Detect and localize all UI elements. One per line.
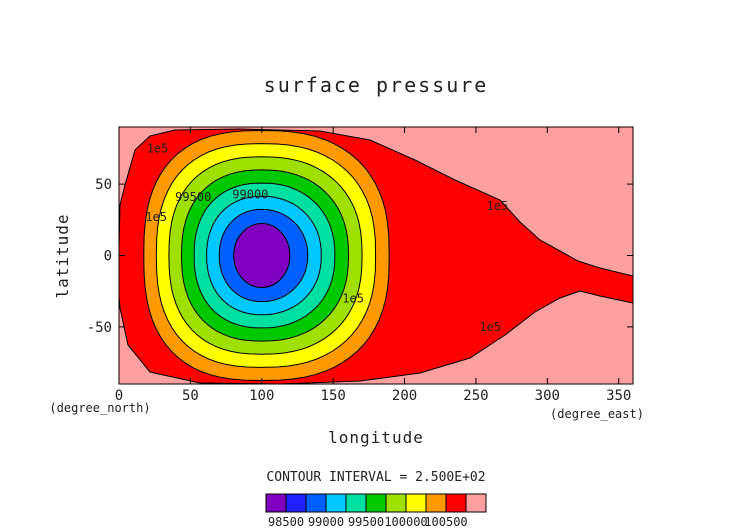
colorbar-swatch [445,493,467,513]
contour-label: 1e5 [479,320,501,334]
y-tick-label: 50 [95,177,112,193]
y-unit-label: (degree_north) [49,401,150,415]
plot-area: 1e5 1e5 99500 99000 1e5 1e5 1e5 [118,126,634,385]
colorbar-label: 98500 [268,515,304,529]
x-tick-label: 150 [321,388,346,404]
x-tick-label: 350 [606,388,631,404]
chart-title: surface pressure [264,73,489,97]
x-tick-label: 0 [115,388,123,404]
colorbar-label: 99000 [308,515,344,529]
colorbar-swatch [285,493,307,513]
x-axis: 0 50 100 150 200 250 300 350 [115,127,631,404]
colorbar-swatch [365,493,387,513]
contour-label: 99000 [232,187,268,201]
x-tick-label: 100 [249,388,274,404]
x-tick-label: 200 [392,388,417,404]
x-tick-label: 50 [182,388,199,404]
contour-label: 1e5 [342,292,364,306]
colorbar-swatch [425,493,447,513]
contour-labels: 1e5 1e5 99500 99000 1e5 1e5 1e5 [145,142,508,334]
x-tick-label: 300 [535,388,560,404]
y-tick-label: 0 [104,249,112,265]
contour-label: 1e5 [487,199,509,213]
colorbar-swatch [465,493,487,513]
colorbar-label: 100000 [384,515,427,529]
colorbar-label: 100500 [424,515,467,529]
colorbar-swatch [385,493,407,513]
contour-label: 1e5 [147,142,169,156]
y-axis: -50 0 50 [87,177,633,336]
contour-minimum-region [233,223,291,288]
colorbar-label: 99500 [348,515,384,529]
colorbar-swatch [405,493,427,513]
contour-fills [118,128,634,385]
colorbar-swatch [305,493,327,513]
y-axis-title: latitude [53,213,72,298]
contour-label: 1e5 [145,210,167,224]
contour-interval-text: CONTOUR INTERVAL = 2.500E+02 [266,470,485,485]
x-tick-label: 250 [463,388,488,404]
x-axis-title: longitude [328,428,424,447]
colorbar-swatch [345,493,367,513]
y-tick-label: -50 [87,320,112,336]
colorbar-swatch [325,493,347,513]
x-unit-label: (degree_east) [550,407,644,421]
colorbar-swatch [265,493,287,513]
contour-label: 99500 [175,190,211,204]
